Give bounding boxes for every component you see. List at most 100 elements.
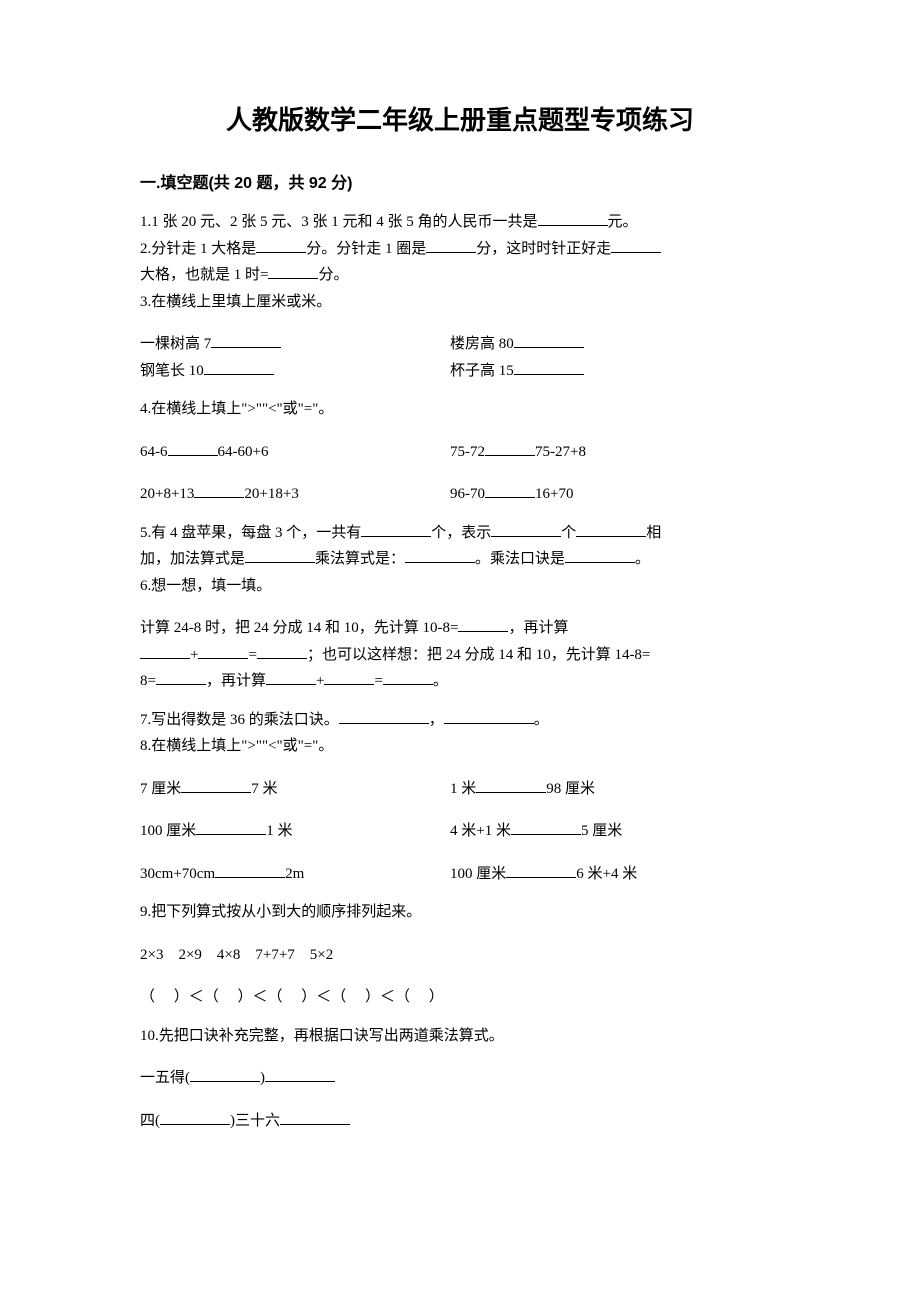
q2-p5: 分。 [318,267,348,283]
q3-blank-1 [211,334,281,348]
q5-p4-pre: 相 [646,525,661,541]
q7-blank-1 [339,710,429,724]
question-9-stem: 9.把下列算式按从小到大的顺序排列起来。 [140,901,780,924]
q4-blank-3 [194,484,244,498]
question-3-row2: 钢笔长 10 杯子高 15 [140,360,780,383]
question-10-row2: 四()三十六 [140,1110,780,1133]
question-4-row2: 20+8+1320+18+3 96-7016+70 [140,483,780,506]
q2-p4: 大格，也就是 1 时= [140,267,268,283]
q2-p1: 2.分针走 1 大格是 [140,241,256,257]
q4-blank-4 [485,484,535,498]
q4-r1b-r: 75-27+8 [535,444,586,460]
q6-blank-8 [383,671,433,685]
q8-blank-3 [196,821,266,835]
question-7: 7.写出得数是 36 的乘法口诀。 ， 。 [140,709,780,732]
q3-blank-3 [204,361,274,375]
q1-suffix: 元。 [608,214,638,230]
question-6-line2: + = ；也可以这样想：把 24 分成 14 和 10，先计算 14-8= [140,644,780,667]
q4-r2a-r: 20+18+3 [244,486,298,502]
q6-blank-5 [156,671,206,685]
question-6-line1: 计算 24-8 时，把 24 分成 14 和 10，先计算 10-8= ，再计算 [140,617,780,640]
q5-p3: 个 [561,525,576,541]
q3-r2b: 杯子高 15 [450,363,514,379]
q7-blank-2 [444,710,534,724]
q10-r1a: 一五得( [140,1070,190,1086]
q4-r1b-l: 75-72 [450,444,485,460]
q3-r2a: 钢笔长 10 [140,363,204,379]
q7-p2: 。 [534,712,549,728]
question-1: 1.1 张 20 元、2 张 5 元、3 张 1 元和 4 张 5 角的人民币一… [140,211,780,234]
q6-blank-2 [140,645,190,659]
q8-r1b-l: 1 米 [450,781,476,797]
q10-blank-1b [265,1068,335,1082]
question-8-stem: 8.在横线上填上">""<"或"="。 [140,735,780,758]
q1-blank [538,212,608,226]
q3-blank-2 [514,334,584,348]
question-8-row2: 100 厘米 1 米 4 米+1 米 5 厘米 [140,820,780,843]
q6-p2: ，再计算 [508,620,568,636]
question-6-stem: 6.想一想，填一填。 [140,575,780,598]
q5-p1: 5.有 4 盘苹果，每盘 3 个，一共有 [140,525,361,541]
q7-comma: ， [429,712,444,728]
q10-blank-2 [160,1111,230,1125]
q5-blank-3 [576,523,646,537]
q8-r2b-r: 5 厘米 [581,823,622,839]
q6-eq-1: = [248,647,256,663]
question-2: 2.分针走 1 大格是分。分针走 1 圈是分，这时时针正好走 [140,238,780,261]
q8-r2b-l: 4 米+1 米 [450,823,511,839]
question-3-stem: 3.在横线上里填上厘米或米。 [140,291,780,314]
q8-r3b-l: 100 厘米 [450,866,506,882]
q2-blank-3 [611,239,661,253]
q7-p1: 7.写出得数是 36 的乘法口诀。 [140,712,339,728]
q8-r3b-r: 6 米+4 米 [576,866,637,882]
q6-blank-3 [198,645,248,659]
q6-blank-6 [266,671,316,685]
q8-blank-1 [181,779,251,793]
q2-blank-4 [268,265,318,279]
question-2-line2: 大格，也就是 1 时= 分。 [140,264,780,287]
q2-p3: 分，这时时针正好走 [476,241,611,257]
q8-blank-5 [215,864,285,878]
question-6-line3: 8=，再计算+=。 [140,670,780,693]
q8-r2a-l: 100 厘米 [140,823,196,839]
q6-p5: 。 [433,673,448,689]
q5-blank-4 [245,549,315,563]
q8-blank-6 [506,864,576,878]
question-10-row1: 一五得() [140,1067,780,1090]
q3-r1b: 楼房高 80 [450,336,514,352]
q6-blank-1 [458,618,508,632]
q5-blank-2 [491,523,561,537]
q4-r2a-l: 20+8+13 [140,486,194,502]
q5-p4: 加，加法算式是 [140,551,245,567]
page-title: 人教版数学二年级上册重点题型专项练习 [140,100,780,137]
question-4-row1: 64-6 64-60+6 75-72 75-27+8 [140,441,780,464]
q10-r2a: 四( [140,1113,160,1129]
q6-plus-2: + [316,673,324,689]
q6-p3b: 8= [140,673,156,689]
q5-blank-6 [565,549,635,563]
question-8-row1: 7 厘米 7 米 1 米 98 厘米 [140,778,780,801]
question-8-row3: 30cm+70cm2m 100 厘米6 米+4 米 [140,863,780,886]
q6-p1: 计算 24-8 时，把 24 分成 14 和 10，先计算 10-8= [140,620,458,636]
q8-r1a-l: 7 厘米 [140,781,181,797]
q6-plus-1: + [190,647,198,663]
q4-r2b-r: 16+70 [535,486,573,502]
q8-r3a-r: 2m [285,866,304,882]
q6-p3: ；也可以这样想：把 24 分成 14 和 10，先计算 14-8= [307,647,650,663]
q4-r1a-r: 64-60+6 [218,444,269,460]
question-9-order: （ ）＜（ ）＜（ ）＜（ ）＜（ ） [140,986,780,1009]
q8-blank-4 [511,821,581,835]
q6-p4: ，再计算 [206,673,266,689]
q5-blank-1 [361,523,431,537]
question-5-line2: 加，加法算式是乘法算式是：。乘法口诀是。 [140,548,780,571]
q5-p6: 。乘法口诀是 [475,551,565,567]
q8-r2a-r: 1 米 [266,823,292,839]
q5-blank-5 [405,549,475,563]
q8-r1b-r: 98 厘米 [546,781,595,797]
q8-r1a-r: 7 米 [251,781,277,797]
q4-r1a-l: 64-6 [140,444,168,460]
q5-p7: 。 [635,551,650,567]
q10-blank-1 [190,1068,260,1082]
q1-text: 1.1 张 20 元、2 张 5 元、3 张 1 元和 4 张 5 角的人民币一… [140,214,538,230]
q3-r1a: 一棵树高 7 [140,336,211,352]
